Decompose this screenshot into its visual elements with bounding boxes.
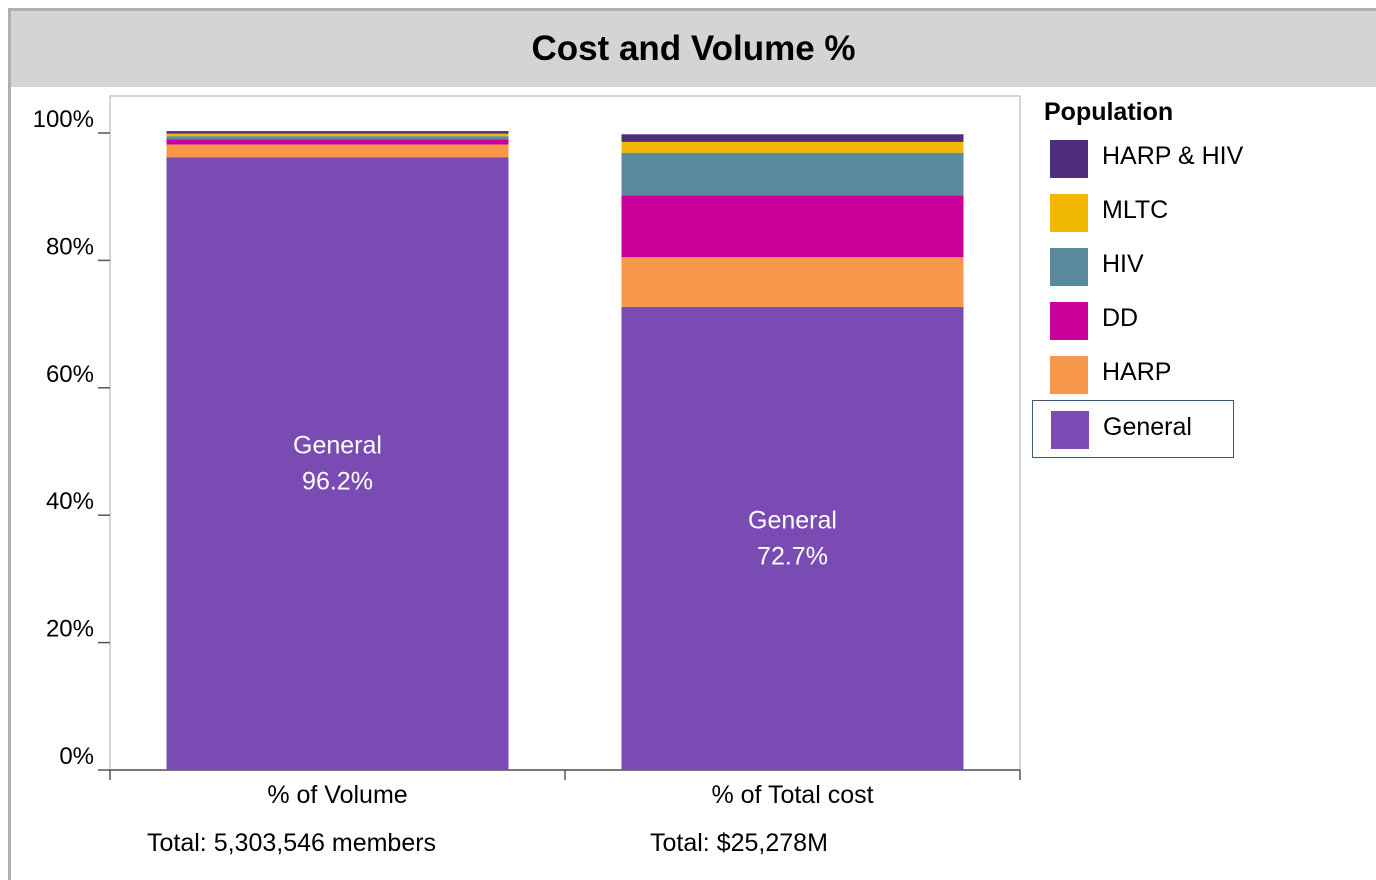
y-tick-label: 20% [46,616,94,643]
legend-swatch [1050,140,1088,178]
cost-total: Total: $25,278M [650,829,828,857]
bar-segment-general [621,306,964,770]
bar-segment-harp [621,257,964,307]
y-tick-label: 100% [33,106,94,133]
legend-label: HIV [1102,250,1144,278]
legend-label: General [1103,413,1192,441]
y-tick-label: 0% [59,743,94,770]
bar-segment-hiv [166,136,509,140]
legend-item-mltc[interactable]: MLTC [1032,184,1232,242]
legend-item-dd[interactable]: DD [1032,292,1232,350]
chart-title: Cost and Volume % [531,29,856,68]
y-tick-label: 80% [46,233,94,260]
data-label: 96.2% [302,468,373,496]
data-label: General [748,506,837,534]
legend-swatch [1050,356,1088,394]
bar-segment-harp-hiv [621,134,964,142]
bar-segment-harp [166,144,509,158]
x-tick-label: % of Total cost [711,781,873,809]
bar-segment-mltc [621,141,964,153]
legend-item-harp[interactable]: HARP [1032,346,1232,404]
bar-segment-harp-hiv [166,131,509,134]
y-tick-label: 40% [46,488,94,515]
data-label: General [293,432,382,460]
legend-swatch [1051,411,1089,449]
legend-label: HARP & HIV [1102,142,1244,170]
legend-title: Population [1044,98,1174,126]
legend-swatch [1050,248,1088,286]
legend-swatch [1050,302,1088,340]
bar-segment-hiv [621,152,964,196]
x-tick-label: % of Volume [267,781,407,809]
legend-item-general[interactable]: General [1032,400,1234,458]
bar-segment-dd [166,139,509,145]
bar-segment-dd [621,195,964,258]
bar-segment-mltc [166,133,509,137]
legend-swatch [1050,194,1088,232]
bar-segment-general [166,157,509,770]
legend-label: MLTC [1102,196,1169,224]
legend-label: DD [1102,304,1139,332]
y-tick-label: 60% [46,361,94,388]
data-label: 72.7% [757,542,828,570]
legend-item-hiv[interactable]: HIV [1032,238,1232,296]
volume-total: Total: 5,303,546 members [147,829,437,857]
legend-label: HARP [1102,358,1172,386]
legend-item-harp-hiv[interactable]: HARP & HIV [1032,130,1243,188]
title-bar: Cost and Volume % [11,11,1376,87]
